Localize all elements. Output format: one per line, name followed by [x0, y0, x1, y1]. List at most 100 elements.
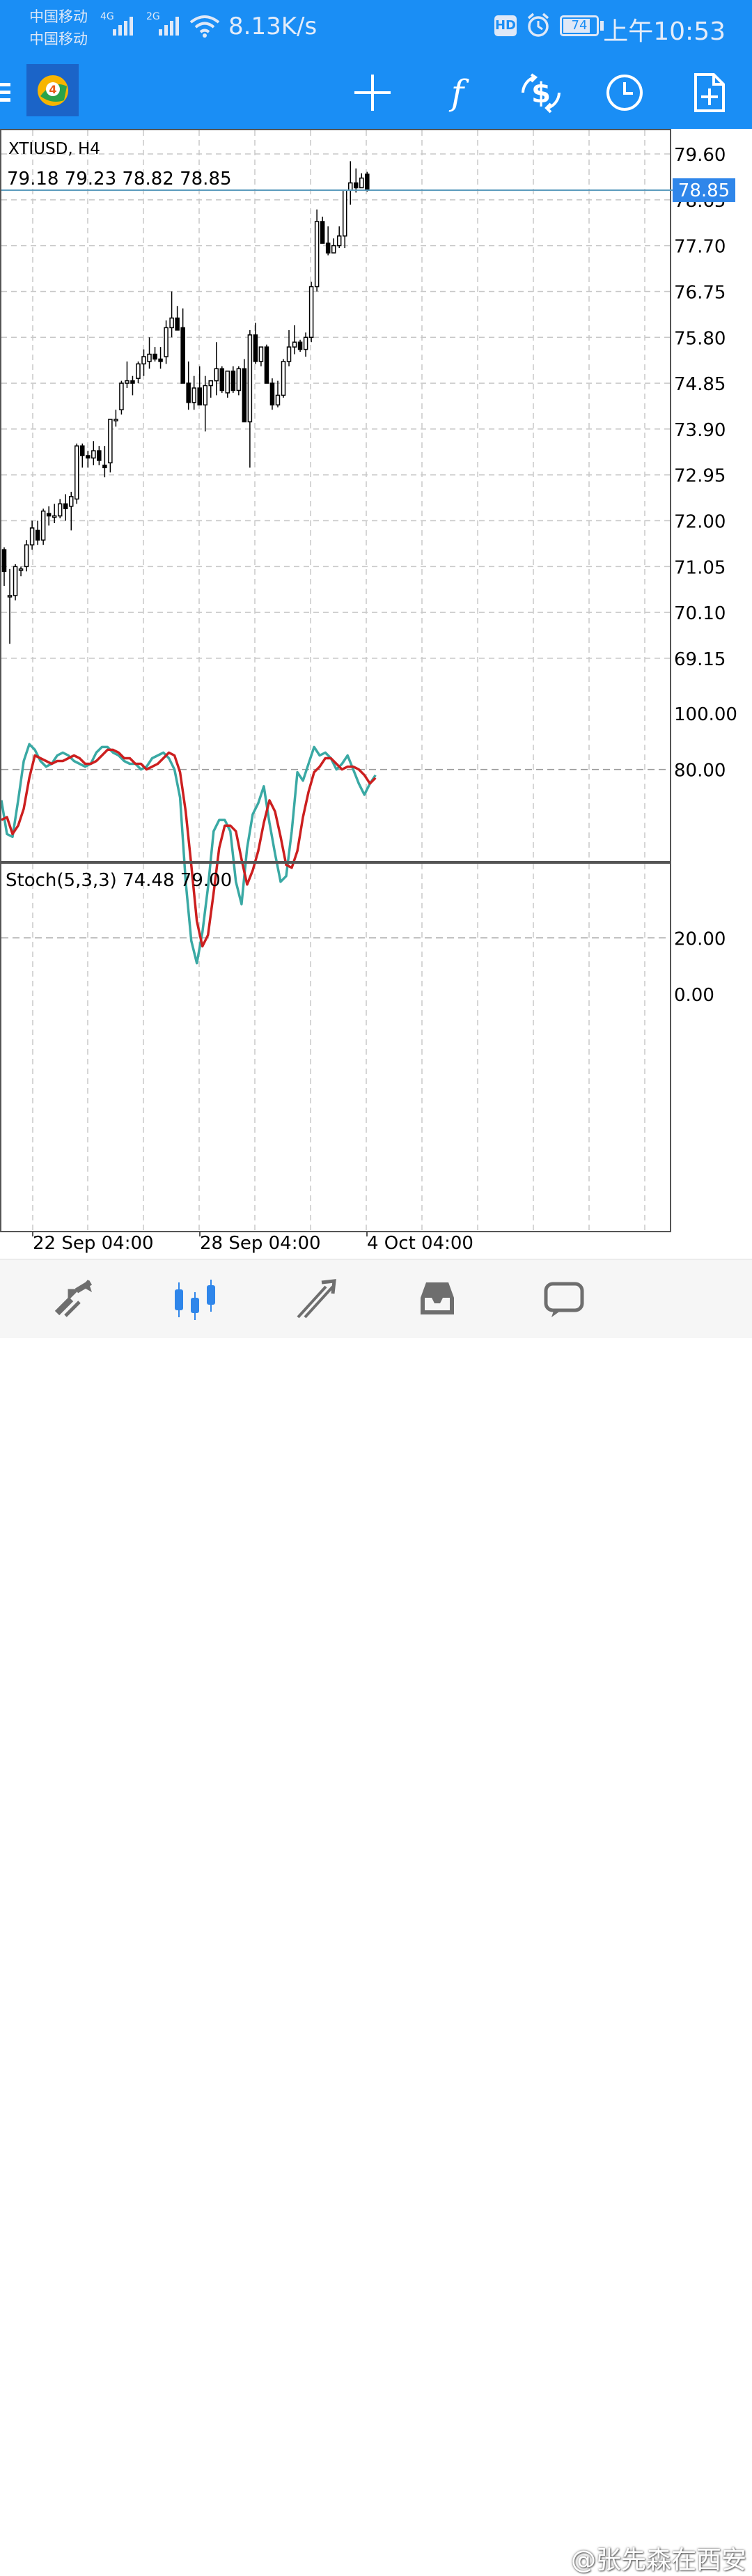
price-tick-label: 79.60 — [674, 145, 726, 166]
metatrader-logo-icon[interactable]: 4 — [26, 64, 79, 116]
candle-body-bearish — [46, 513, 52, 517]
price-tick-label: 72.00 — [674, 512, 726, 533]
new-file-icon[interactable] — [685, 68, 734, 117]
current-price-tag — [673, 178, 735, 202]
candle-body-bearish — [354, 182, 359, 189]
price-tick-label: 71.05 — [674, 557, 726, 578]
candle-body-bullish — [281, 361, 286, 396]
indicator-label: Stoch(5,3,3) 74.48 79.00 — [6, 870, 232, 891]
stoch-d-line — [1, 748, 377, 948]
candle-body-bullish — [286, 346, 292, 362]
trade-icon[interactable]: $ — [517, 68, 565, 117]
time-tick-label: 4 Oct 04:00 — [367, 1233, 473, 1254]
candle-body-bullish — [13, 566, 18, 596]
price-tick-label: 69.15 — [674, 649, 726, 670]
history-icon[interactable] — [409, 1275, 465, 1324]
battery-tip — [600, 21, 604, 31]
time-axis: 22 Sep 04:00 28 Sep 04:00 4 Oct 04:00 — [32, 1232, 473, 1254]
candle-body-bullish — [331, 245, 336, 254]
battery-icon: 74 — [560, 15, 599, 36]
status-bar: 中国移动 中国移动 4G 2G 8.13K/s HD 74 上午10:53 — [0, 0, 752, 56]
candle-body-bullish — [91, 450, 96, 459]
current-price-text: 78.85 — [678, 180, 730, 201]
stochastic-axis: 100.00 80.00 20.00 0.00 — [674, 704, 737, 1006]
carrier-2: 中国移动 — [29, 31, 88, 47]
time-tick-label: 22 Sep 04:00 — [33, 1233, 154, 1254]
watermark: @张先森在西安 — [570, 2546, 746, 2575]
candle-body-bullish — [214, 368, 219, 382]
candle-body-bullish — [275, 394, 281, 406]
candle-body-bearish — [264, 346, 269, 384]
candle-body-bearish — [102, 465, 107, 469]
candle-body-bullish — [191, 387, 196, 403]
candle-body-bearish — [175, 317, 180, 331]
menu-icon[interactable] — [0, 68, 22, 117]
svg-text:4: 4 — [49, 83, 56, 96]
chart-icon[interactable] — [167, 1275, 223, 1324]
candle-body-bullish — [342, 189, 347, 237]
crosshair-icon[interactable] — [348, 68, 397, 117]
candle-body-bearish — [63, 503, 68, 509]
candle-body-bullish — [147, 353, 152, 362]
candle-body-bullish — [40, 510, 46, 541]
candle-body-bullish — [29, 527, 35, 545]
clock-icon[interactable] — [600, 68, 649, 117]
candle-body-bearish — [180, 327, 185, 384]
quotes-icon[interactable] — [46, 1275, 102, 1324]
stoch-tick-label: 0.00 — [674, 985, 714, 1006]
candle-body-bearish — [97, 450, 102, 461]
candle-body-bullish — [359, 177, 364, 189]
price-tick-label: 74.85 — [674, 374, 726, 395]
bottom-navigation: @张先森在西安 — [0, 1259, 752, 2575]
candle-body-bearish — [219, 368, 225, 391]
candle-body-bullish — [113, 419, 118, 421]
candle-body-bearish — [269, 382, 275, 406]
alarm-icon — [527, 13, 549, 37]
candle-body-bullish — [125, 380, 130, 384]
candle-body-bullish — [336, 235, 342, 247]
candle-body-bullish — [24, 544, 29, 568]
signal-icon — [113, 17, 133, 36]
stoch-k-line — [0, 743, 377, 965]
candle-body-bearish — [1, 549, 7, 573]
price-tick-label: 73.90 — [674, 420, 726, 441]
signal-icon-2 — [159, 17, 179, 36]
price-tick-label: 75.80 — [674, 328, 726, 349]
chart-grid — [1, 130, 670, 1231]
chart-svg[interactable]: XTIUSD, H4 79.18 79.23 78.82 78.85 Stoch… — [0, 129, 752, 1257]
candle-body-bullish — [141, 356, 146, 365]
price-axis: 79.6078.6577.7076.7575.8074.8573.9072.95… — [674, 145, 726, 670]
candle-body-bearish — [242, 368, 247, 423]
candle-body-bearish — [297, 341, 303, 350]
network-type-2: 2G — [146, 11, 160, 22]
candle-body-bullish — [303, 336, 308, 350]
candlestick-series — [1, 161, 370, 644]
candle-body-bullish — [208, 380, 213, 387]
candle-body-bullish — [52, 515, 57, 518]
candle-body-bearish — [320, 221, 325, 244]
candle-body-bearish — [152, 353, 157, 360]
candle-body-bullish — [314, 221, 320, 288]
candle-body-bearish — [35, 529, 40, 541]
ohlc-label: 79.18 79.23 78.82 78.85 — [7, 169, 232, 189]
candle-body-bearish — [158, 358, 163, 362]
candle-body-bullish — [75, 445, 79, 500]
time-tick-label: 28 Sep 04:00 — [200, 1233, 321, 1254]
hd-badge: HD — [494, 15, 517, 36]
candle-body-bullish — [236, 368, 242, 391]
carrier-1: 中国移动 — [29, 8, 88, 25]
candle-body-bearish — [253, 334, 258, 362]
candle-body-bearish — [325, 242, 331, 254]
candle-body-bearish — [197, 387, 202, 406]
price-tick-label: 70.10 — [674, 603, 726, 624]
toolbar: 4 f $ — [0, 56, 752, 129]
candle-body-bullish — [225, 371, 230, 394]
messages-icon[interactable] — [536, 1275, 592, 1324]
candle-body-bearish — [86, 455, 91, 459]
function-icon[interactable]: f — [451, 72, 464, 113]
chart-area[interactable]: XTIUSD, H4 79.18 79.23 78.82 78.85 Stoch… — [0, 129, 752, 1257]
candle-body-bullish — [169, 317, 174, 329]
stoch-tick-label: 100.00 — [674, 704, 737, 725]
trade-icon[interactable] — [288, 1275, 344, 1324]
wifi-icon — [189, 15, 220, 38]
